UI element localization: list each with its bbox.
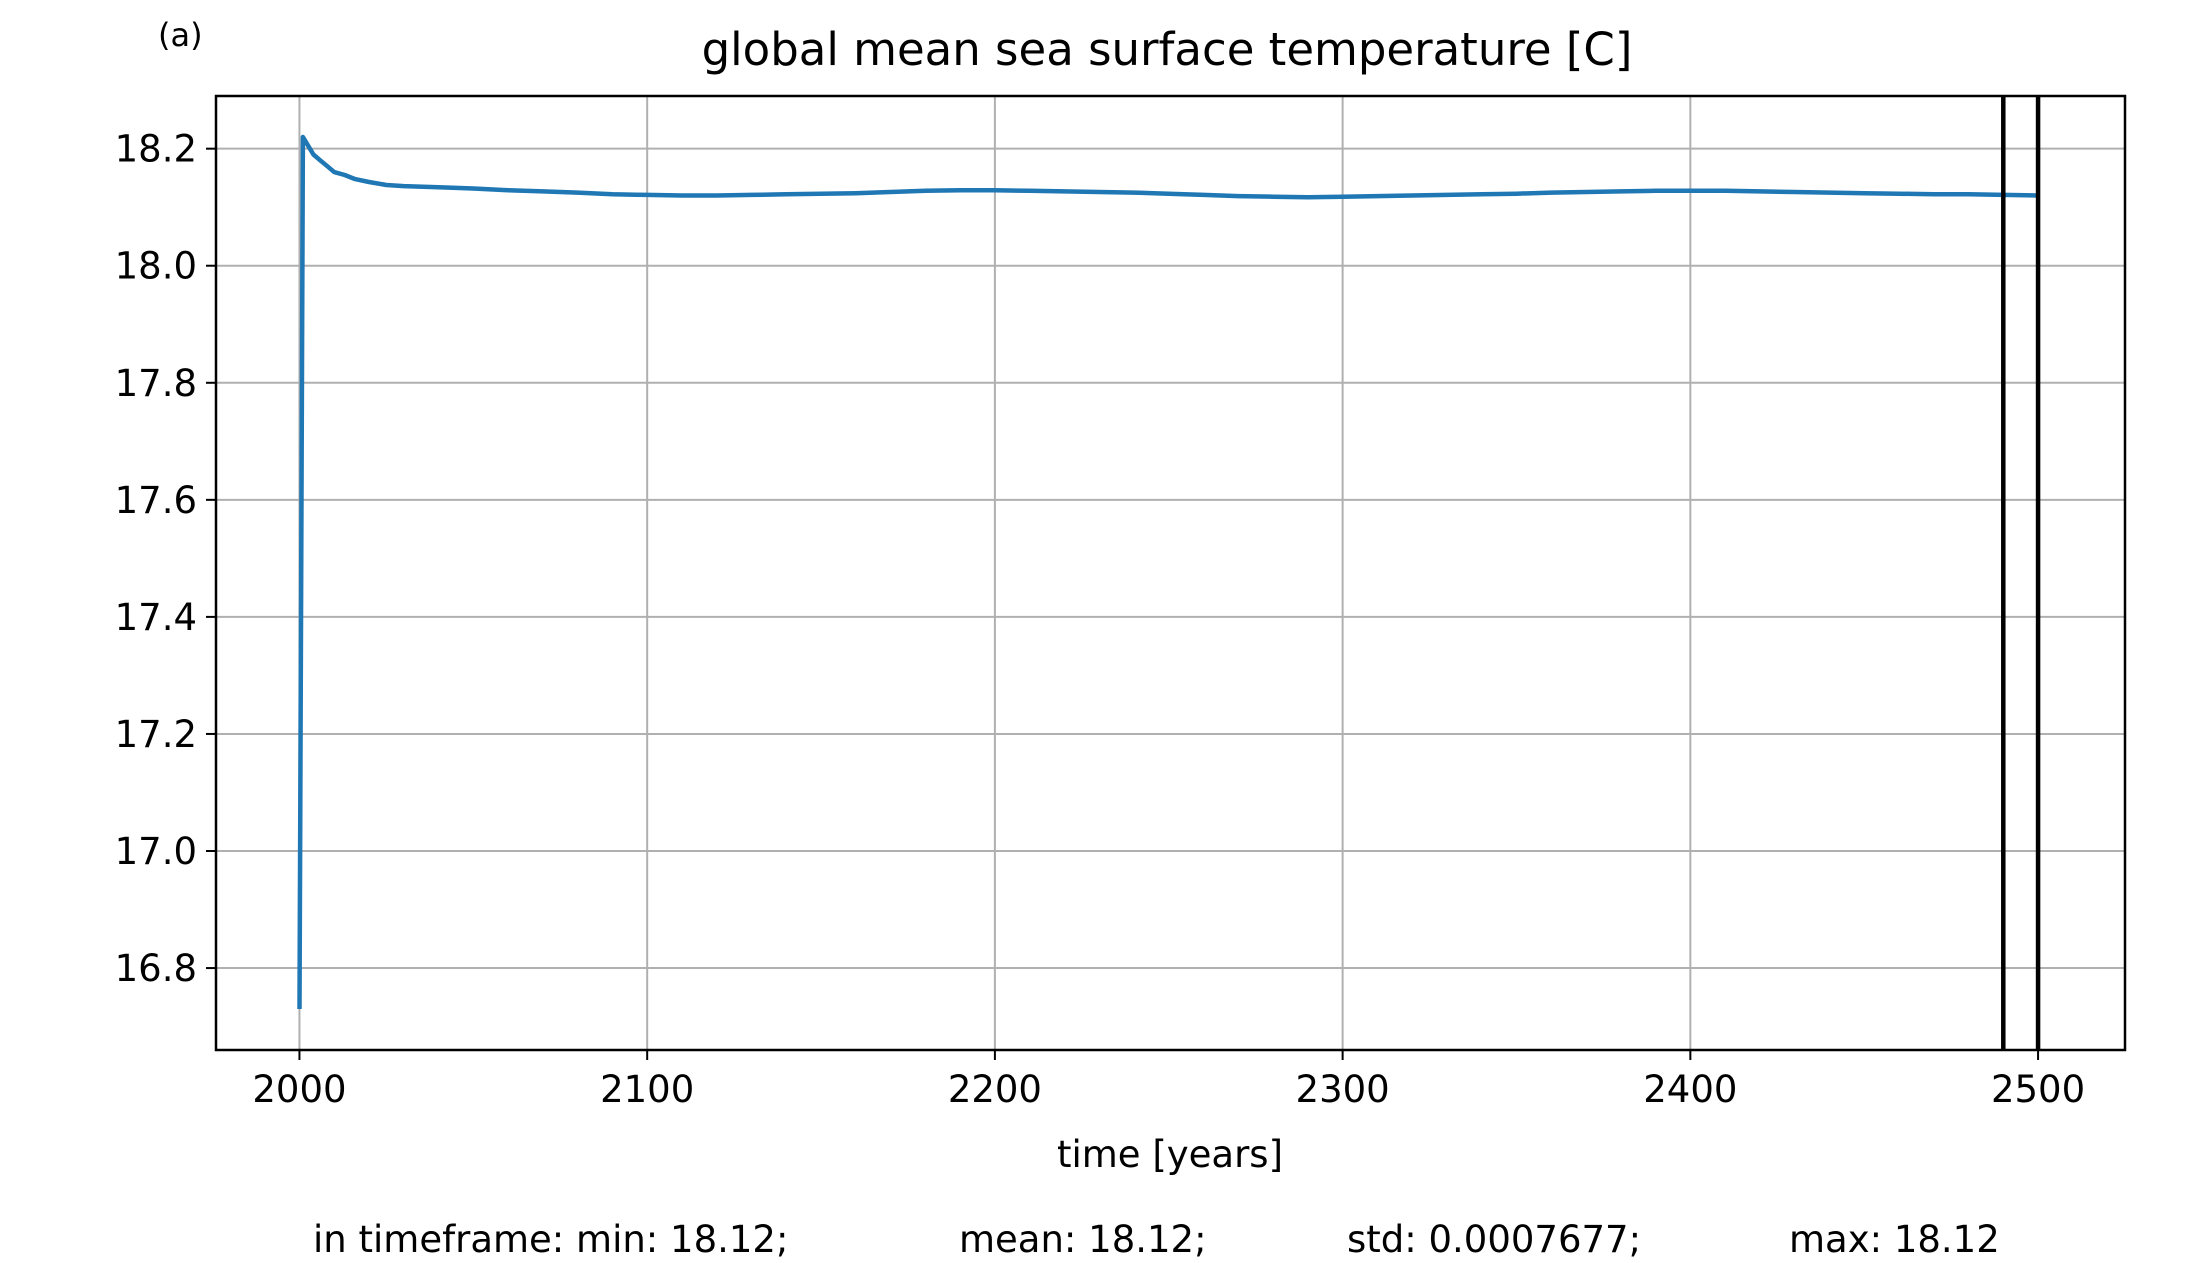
y-tick-label-17.6: 17.6	[115, 479, 197, 522]
x-tick-label-2200: 2200	[948, 1068, 1042, 1111]
x-tick-label-2400: 2400	[1643, 1068, 1737, 1111]
y-tick-label-17.4: 17.4	[115, 596, 197, 639]
series-line-0	[297, 134, 2039, 1010]
grid-lines	[216, 96, 2125, 1050]
x-tick-label-2500: 2500	[1991, 1068, 2085, 1111]
y-tick-label-17.8: 17.8	[115, 362, 197, 405]
x-tick-label-2100: 2100	[600, 1068, 694, 1111]
series-group	[297, 134, 2039, 1010]
y-tick-label-16.8: 16.8	[115, 947, 197, 990]
y-axis-ticks: 16.8 17.0 17.2 17.4 17.6 17.8 18.0 18.2	[115, 128, 216, 990]
x-tick-label-2000: 2000	[252, 1068, 346, 1111]
vertical-markers	[2001, 96, 2041, 1050]
y-tick-label-17: 17.0	[115, 830, 197, 873]
stat-max: max: 18.12	[1789, 1218, 2000, 1261]
stat-mean: mean: 18.12;	[959, 1218, 1207, 1261]
panel-label: (a)	[158, 16, 203, 54]
y-tick-label-17.2: 17.2	[115, 713, 197, 756]
x-axis-label: time [years]	[1057, 1133, 1283, 1176]
y-tick-label-18: 18.0	[115, 245, 197, 288]
x-axis-ticks: 2000 2100 2200 2300 2400 2500	[252, 1050, 2085, 1111]
y-tick-label-18.2: 18.2	[115, 128, 197, 171]
stat-std: std: 0.0007677;	[1347, 1218, 1641, 1261]
chart-title: global mean sea surface temperature [C]	[702, 23, 1633, 76]
x-tick-label-2300: 2300	[1296, 1068, 1390, 1111]
stat-min: in timeframe: min: 18.12;	[313, 1218, 788, 1261]
plot-frame	[214, 94, 2127, 1052]
